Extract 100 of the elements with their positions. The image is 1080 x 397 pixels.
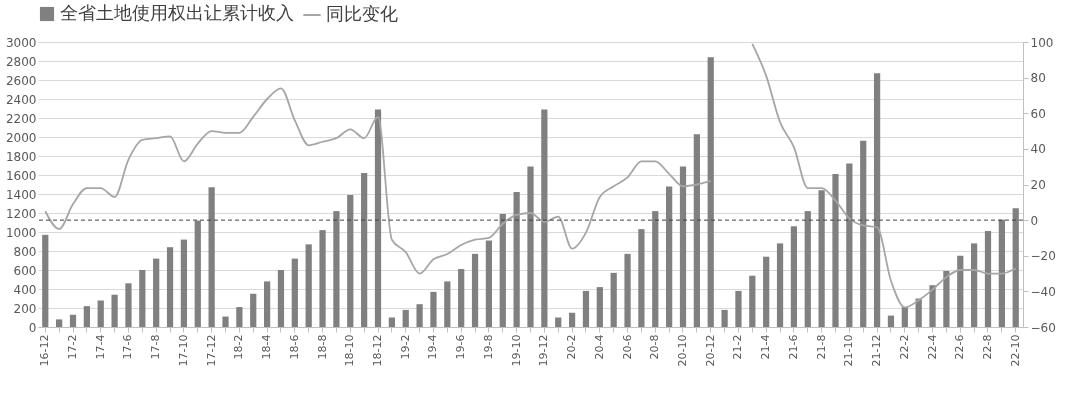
bar: [236, 307, 243, 327]
legend-label: 全省土地使用权出让累计收入: [60, 2, 294, 23]
bar: [749, 275, 756, 327]
bar: [957, 255, 964, 327]
bar: [776, 243, 784, 327]
x-tick-label: 16-12: [38, 334, 52, 367]
y-tick-label: 1800: [5, 149, 37, 164]
bar: [582, 290, 590, 327]
bar: [513, 192, 520, 327]
x-tick-label: 19-8: [481, 334, 495, 360]
bar: [832, 174, 839, 327]
bar: [693, 134, 700, 327]
legend-label: 同比变化: [326, 3, 398, 24]
y-tick-label: 2400: [5, 92, 37, 107]
x-tick-label: 22-8: [980, 334, 994, 360]
bar: [153, 258, 160, 327]
bar: [887, 315, 895, 327]
bar: [97, 300, 104, 327]
x-tick-label: 19-12: [537, 334, 551, 367]
x-tick-label: 22-4: [925, 334, 939, 360]
x-tick-label: 17-6: [121, 334, 135, 360]
bar: [69, 314, 77, 327]
bar: [42, 234, 49, 327]
bar: [430, 291, 437, 327]
x-tick-label: 17-2: [66, 334, 80, 360]
bar: [596, 287, 603, 327]
bar: [527, 166, 534, 327]
y2-tick-label: 0: [1030, 213, 1039, 228]
y2-tick-label: 60: [1030, 106, 1046, 121]
bar: [208, 187, 215, 327]
y2-tick-label: 20: [1030, 178, 1046, 192]
bar: [804, 211, 811, 327]
bar: [763, 256, 770, 327]
bar: [139, 270, 146, 327]
x-tick-label: 20-4: [592, 334, 606, 360]
x-tick-label: 21-12: [870, 334, 884, 367]
x-tick-label: 17-4: [93, 334, 107, 360]
bar: [652, 211, 659, 327]
bar: [1012, 208, 1019, 327]
x-tick-label: 17-12: [204, 334, 218, 367]
bar: [277, 270, 285, 327]
y2-tick-label: 80: [1030, 71, 1046, 86]
bar: [666, 186, 673, 327]
x-tick-label: 22-10: [1008, 334, 1022, 367]
y-tick-label: 0: [28, 320, 37, 335]
x-tick-label: 22-6: [953, 334, 967, 360]
y-tick-label: 800: [13, 244, 37, 259]
x-tick-label: 20-10: [676, 334, 689, 367]
bar: [458, 269, 465, 327]
bar: [471, 253, 479, 327]
bar: [194, 220, 201, 327]
bar: [638, 229, 645, 327]
bar: [555, 317, 562, 327]
x-tick-label: 22-2: [897, 334, 911, 360]
x-tick-label: 21-2: [731, 334, 745, 360]
bar: [402, 309, 409, 327]
x-tick-label: 20-2: [565, 334, 579, 360]
y-tick-label: 2000: [5, 130, 37, 145]
x-tick-label: 18-8: [315, 334, 329, 360]
y-tick-label: 2600: [5, 73, 37, 88]
bar: [707, 57, 714, 327]
x-tick-label: 17-8: [149, 334, 163, 360]
y2-tick-label: −40: [1030, 284, 1056, 299]
y2-tick-label: 40: [1030, 142, 1046, 157]
bar: [56, 319, 63, 327]
bar: [721, 309, 728, 327]
bar: [929, 285, 936, 327]
x-tick-label: 18-2: [232, 334, 246, 360]
y-tick-label: 1000: [5, 225, 37, 240]
bar: [416, 304, 423, 327]
y-tick-label: 2200: [5, 111, 37, 126]
bar: [305, 244, 312, 327]
y-tick-label: 3000: [5, 35, 37, 50]
bar: [333, 211, 340, 327]
bar: [125, 283, 132, 327]
x-tick-label: 19-2: [398, 334, 412, 360]
y-tick-label: 400: [13, 282, 37, 297]
bar: [790, 226, 798, 327]
x-tick-label: 19-6: [454, 334, 468, 360]
y2-tick-label: −60: [1030, 320, 1056, 335]
bar: [735, 290, 742, 327]
bar: [610, 272, 617, 327]
bar: [291, 258, 298, 327]
y2-tick-label: −20: [1030, 249, 1056, 264]
x-tick-label: 21-10: [842, 334, 856, 367]
x-tick-label: 19-4: [426, 334, 440, 360]
bar: [846, 163, 853, 327]
bar: [624, 253, 631, 327]
bar: [499, 213, 506, 327]
bar: [250, 293, 257, 327]
bar: [319, 230, 326, 327]
x-tick-label: 20-8: [648, 334, 662, 360]
bar: [444, 281, 451, 327]
y2-tick-label: 100: [1030, 35, 1054, 50]
bar: [679, 166, 687, 327]
x-tick-label: 21-6: [786, 334, 800, 360]
x-tick-label: 21-8: [814, 334, 828, 360]
bar: [901, 307, 908, 327]
x-tick-label: 18-10: [343, 334, 357, 367]
bar: [347, 194, 354, 327]
